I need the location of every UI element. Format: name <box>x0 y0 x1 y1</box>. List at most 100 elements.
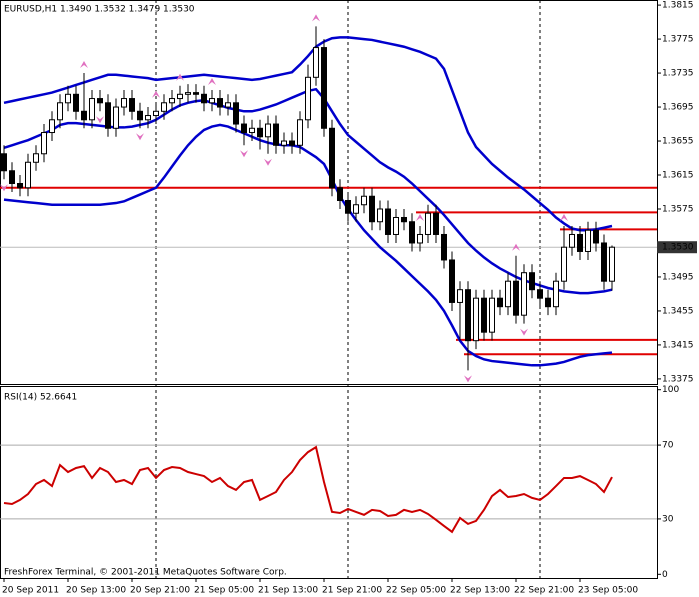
main-title: EURUSD,H1 1.3490 1.3532 1.3479 1.3530 <box>4 5 195 15</box>
bollinger-band <box>3 36 613 232</box>
y-tick-label: 30 <box>662 514 674 524</box>
fractal-down <box>520 328 528 336</box>
candle-body <box>337 187 343 201</box>
candle-body <box>537 289 543 299</box>
candle-body <box>505 280 511 308</box>
fractal-up <box>176 73 184 81</box>
candle-body <box>553 280 559 308</box>
candle-body <box>481 297 487 333</box>
fractal-up <box>208 78 216 86</box>
fractal-down <box>136 133 144 141</box>
y-tick-label: 1.3615 <box>662 171 694 181</box>
x-tick-label: 21 Sep 21:00 <box>322 586 382 596</box>
candle-body <box>521 272 527 316</box>
candle-body <box>217 98 223 108</box>
candle-body <box>97 98 103 104</box>
candle-body <box>297 119 303 146</box>
candle-body <box>193 92 199 95</box>
y-tick-label: 1.3815 <box>662 1 694 11</box>
candle-body <box>137 110 143 121</box>
candle-body <box>121 98 127 108</box>
candle-body <box>489 297 495 333</box>
x-tick-label: 20 Sep 13:00 <box>66 586 126 596</box>
candle-body <box>9 170 15 185</box>
candle-body <box>41 132 47 155</box>
x-tick-label: 21 Sep 13:00 <box>258 586 318 596</box>
candle-body <box>513 280 519 316</box>
candle-body <box>57 102 63 121</box>
candle-body <box>281 140 287 146</box>
candle-body <box>233 102 239 125</box>
candle-body <box>73 93 79 112</box>
fractal-down <box>264 158 272 166</box>
candle-body <box>425 212 431 235</box>
fractal-up <box>512 243 520 251</box>
candle-body <box>25 161 31 189</box>
fractal-down <box>464 375 472 383</box>
candle-body <box>49 119 55 134</box>
x-tick-label: 23 Sep 05:00 <box>578 586 638 596</box>
current-price-label: 1.3530 <box>662 243 694 253</box>
candle-body <box>585 229 591 252</box>
candle-body <box>313 47 319 78</box>
candle-body <box>385 208 391 235</box>
candle-body <box>1 153 7 172</box>
x-tick-label: 22 Sep 13:00 <box>450 586 510 596</box>
candle-body <box>201 93 207 104</box>
fractal-down <box>96 116 104 124</box>
fractal-up <box>416 213 424 221</box>
candle-body <box>561 246 567 282</box>
candle-body <box>169 98 175 104</box>
candle-body <box>321 47 327 129</box>
bollinger-band <box>3 123 613 367</box>
x-tick-label: 21 Sep 05:00 <box>194 586 254 596</box>
candle-body <box>89 98 95 121</box>
x-tick-label: 20 Sep 2011 <box>2 586 59 596</box>
candle-body <box>129 98 135 112</box>
current-price-box <box>657 241 697 254</box>
candle-body <box>153 110 159 117</box>
candle-body <box>353 204 359 214</box>
candle-body <box>225 102 231 108</box>
candle-body <box>377 208 383 223</box>
candle-body <box>441 233 447 261</box>
candle-body <box>417 233 423 244</box>
y-tick-label: 100 <box>662 385 679 395</box>
candle-body <box>609 246 615 282</box>
y-tick-label: 0 <box>662 570 668 580</box>
y-tick-label: 1.3495 <box>662 272 694 282</box>
rsi-panel <box>0 386 658 579</box>
candle-body <box>457 289 463 303</box>
candle-body <box>161 102 167 112</box>
candle-body <box>473 297 479 342</box>
y-tick-label: 1.3455 <box>662 306 694 316</box>
candle-body <box>465 289 471 342</box>
candle-body <box>449 259 455 303</box>
candle-body <box>273 123 279 146</box>
candle-body <box>369 195 375 223</box>
candle-body <box>33 153 39 163</box>
x-tick-label: 22 Sep 21:00 <box>514 586 574 596</box>
candle-body <box>65 93 71 104</box>
candle-body <box>113 106 119 129</box>
fractal-down <box>240 150 248 158</box>
main-panel <box>0 0 658 385</box>
y-tick-label: 1.3575 <box>662 204 694 214</box>
candle-body <box>209 98 215 104</box>
candle-body <box>305 76 311 121</box>
candle-body <box>145 115 151 121</box>
candle-body <box>545 297 551 308</box>
rsi-line <box>3 445 613 534</box>
candle-body <box>177 93 183 100</box>
fractal-up <box>152 90 160 98</box>
candle-body <box>81 110 87 121</box>
candle-body <box>393 216 399 235</box>
candle-body <box>289 140 295 146</box>
candle-body <box>361 195 367 206</box>
candle-body <box>433 212 439 235</box>
y-tick-label: 1.3415 <box>662 340 694 350</box>
y-tick-label: 1.3735 <box>662 69 694 79</box>
candle-body <box>17 183 23 189</box>
